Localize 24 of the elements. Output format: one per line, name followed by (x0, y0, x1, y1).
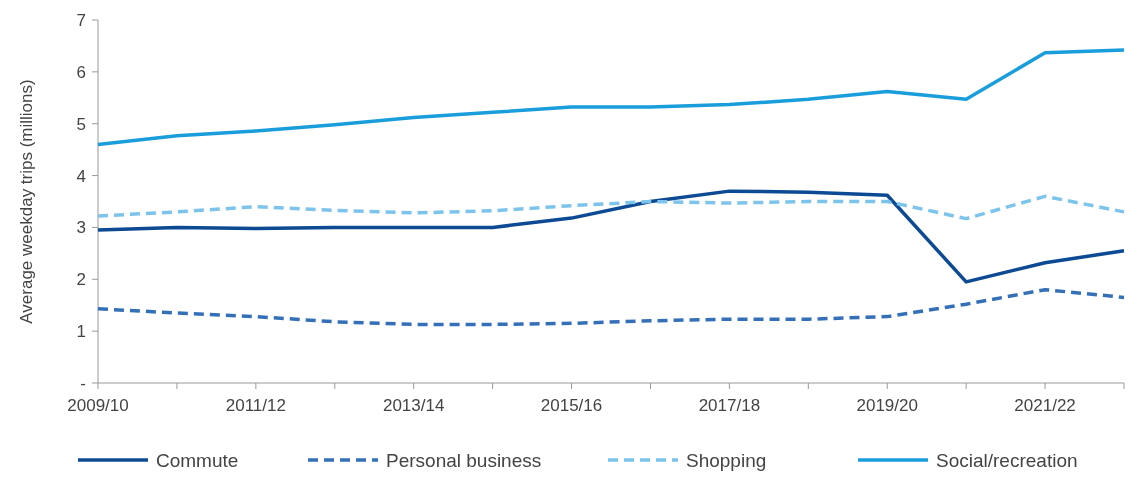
y-tick-label: 7 (76, 10, 86, 30)
legend-label: Social/recreation (936, 449, 1078, 471)
line-series (96, 287, 1126, 327)
x-tick-label: 2015/16 (540, 396, 603, 415)
x-tick-label: 2011/12 (225, 396, 286, 415)
line-series (96, 189, 1126, 284)
y-tick-label: 3 (76, 218, 86, 238)
y-tick-label: - (80, 373, 86, 393)
line-series (96, 194, 1126, 221)
y-tick-label: 4 (76, 166, 86, 186)
y-tick-label: 1 (76, 322, 86, 342)
legend-label: Shopping (686, 449, 767, 471)
y-tick-label: 5 (76, 114, 86, 134)
x-tick-label: 2019/20 (856, 396, 918, 415)
legend-label: Personal business (386, 449, 542, 471)
x-tick-label: 2009/10 (67, 396, 129, 415)
x-tick-label: 2021/22 (1014, 396, 1076, 415)
y-tick-label: 2 (76, 270, 86, 290)
x-tick-label: 2013/14 (382, 396, 445, 415)
line-series (96, 48, 1126, 147)
y-tick-label: 6 (76, 62, 86, 82)
x-tick-label: 2017/18 (698, 396, 761, 415)
y-axis-title: Average weekday trips (millions) (17, 79, 36, 324)
legend-label: Commute (156, 449, 239, 471)
